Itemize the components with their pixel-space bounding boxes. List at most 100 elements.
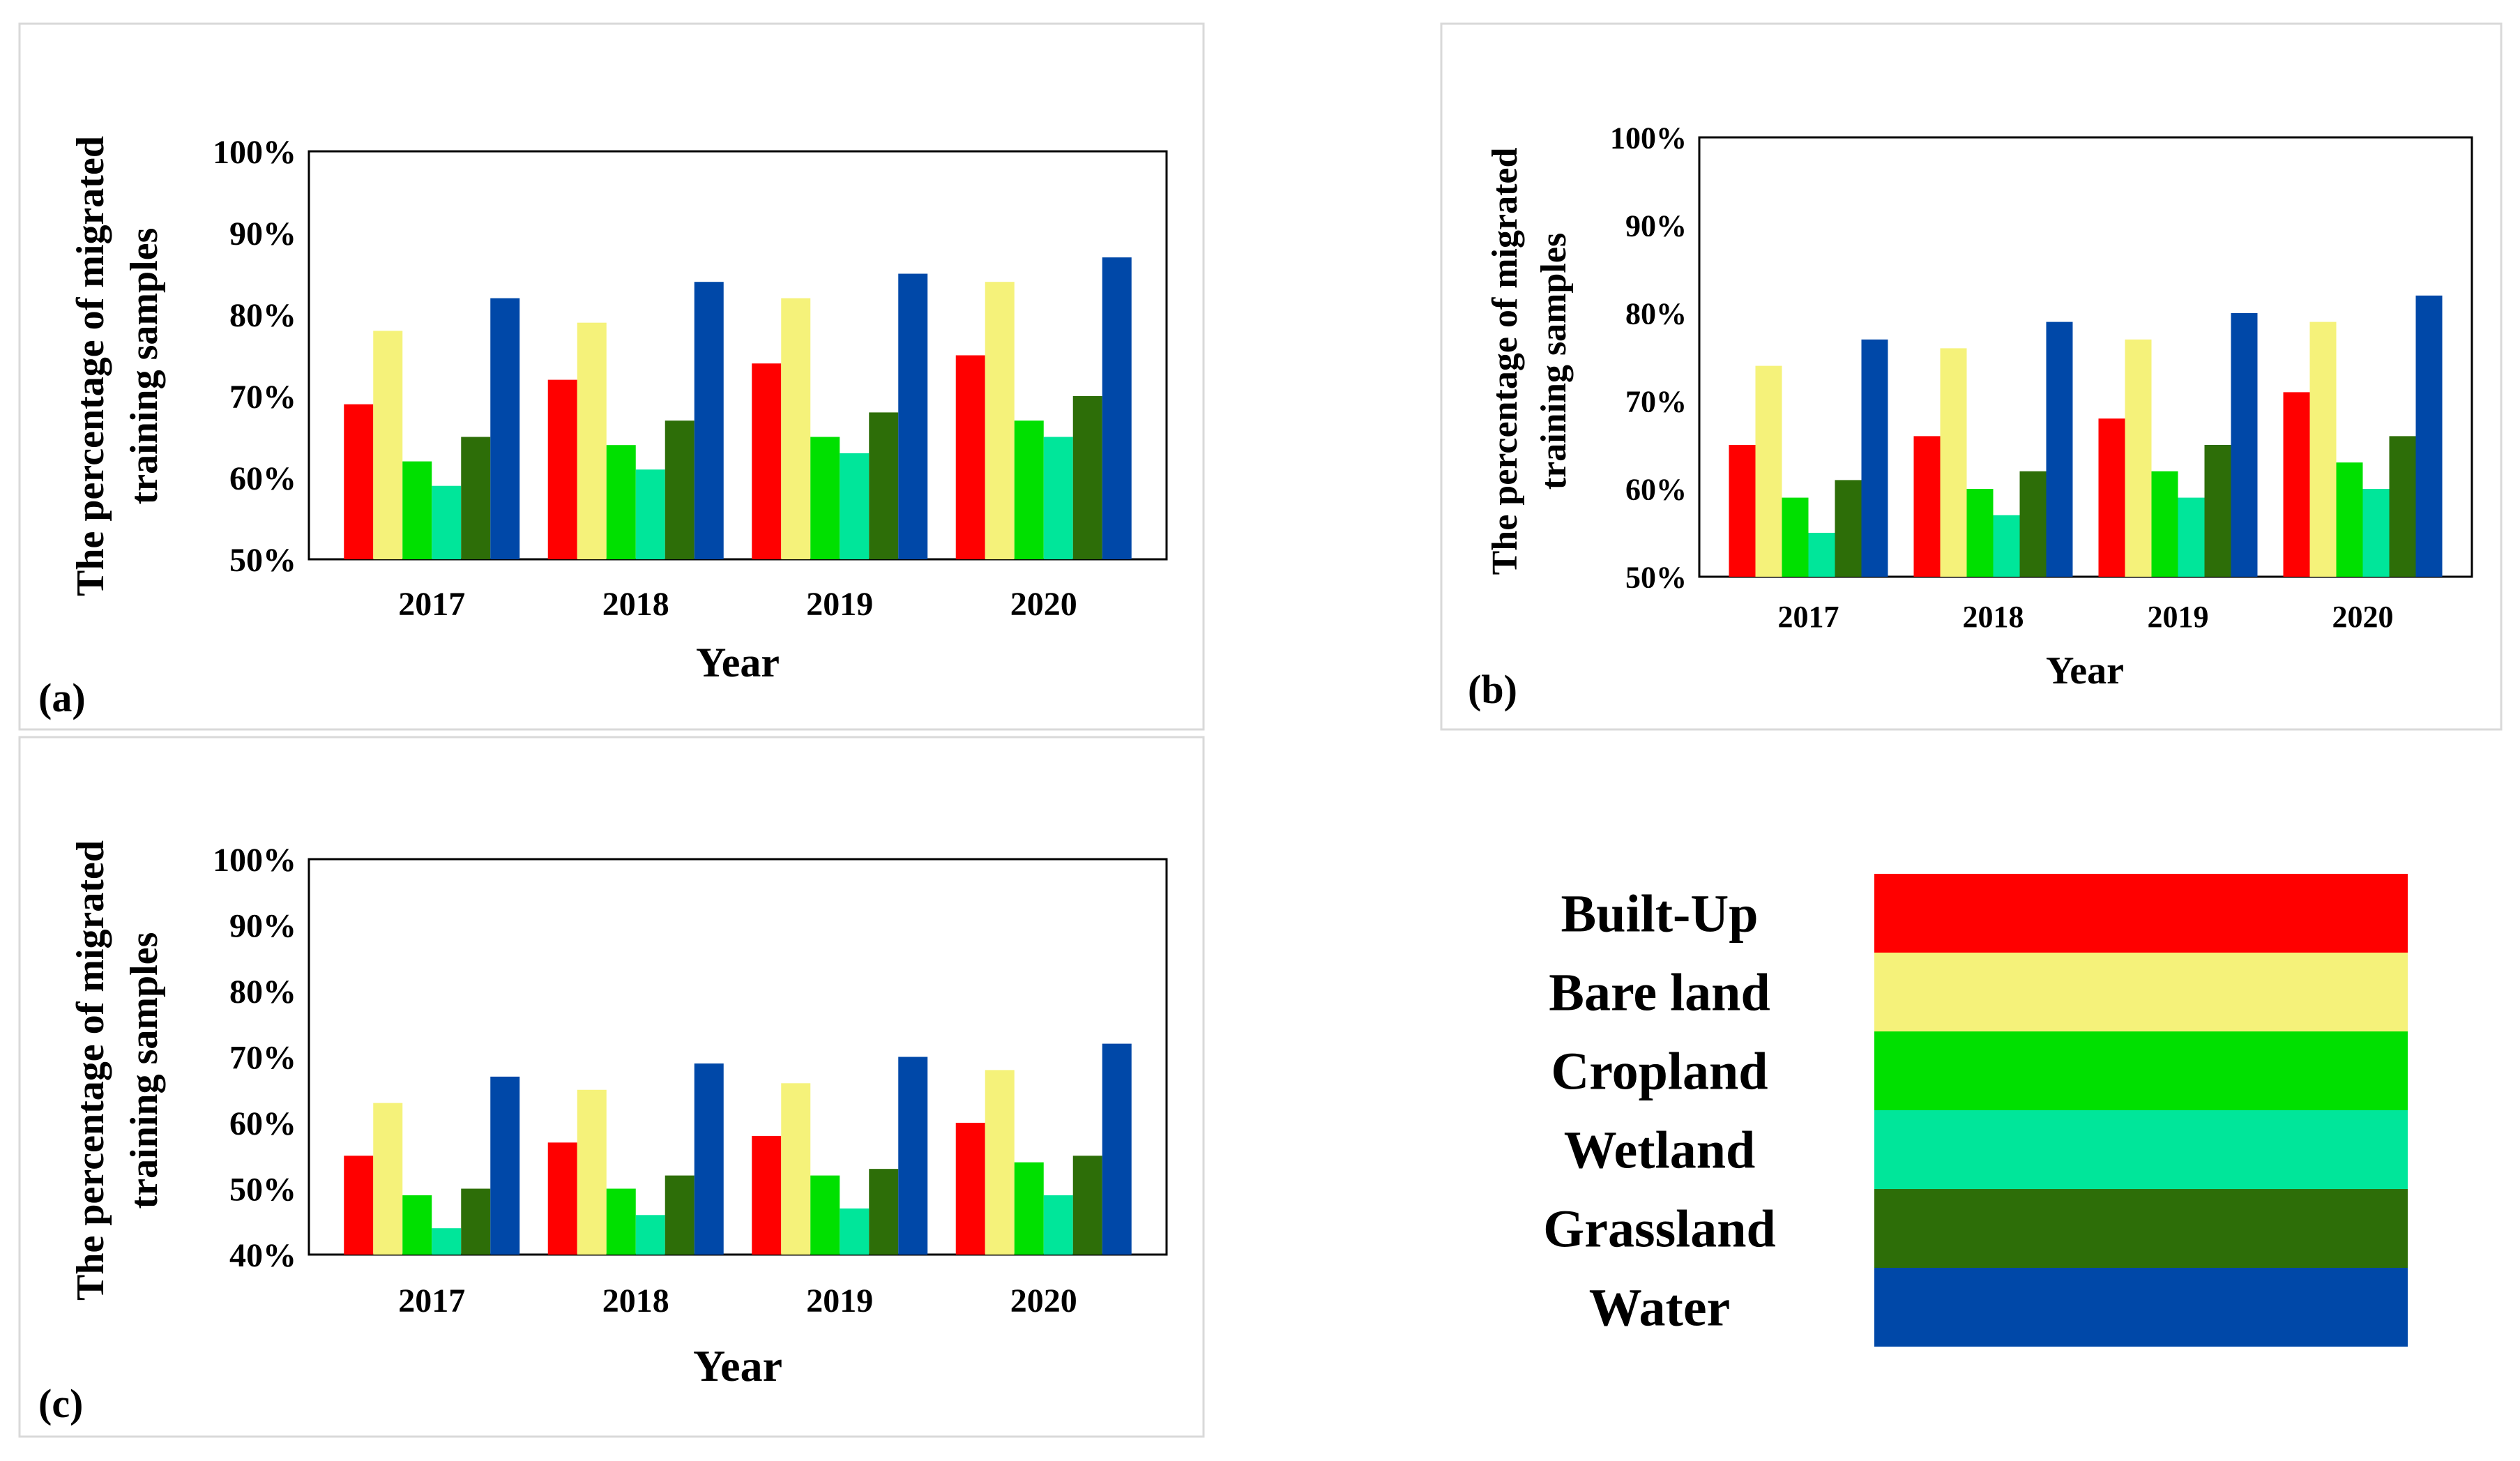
bar-wetland-2017 <box>432 485 462 559</box>
bar-grassland-2020 <box>2389 436 2416 577</box>
bar-grassland-2017 <box>461 437 491 559</box>
bar-bare-land-2017 <box>1755 365 1782 577</box>
plot-c-frame <box>308 858 1168 1256</box>
bar-bare-land-2020 <box>2309 321 2337 577</box>
bar-cropland-2018 <box>1966 489 1994 577</box>
panel-a: 50% 60% 70% 80% 90% 100% 2017 2018 2019 2020 Yea… <box>18 22 1205 731</box>
y-tick-label: 60% <box>229 1105 296 1142</box>
bar-built-up-2018 <box>547 1142 577 1255</box>
plot-c-yticks: 40% 50% 60% 70% 80% 90% 100% <box>213 842 296 1274</box>
plot-a-ylabel-line1: The percentage of migrated <box>69 136 112 596</box>
plot-b-xlabel: Year <box>2046 649 2124 692</box>
bar-bare-land-2017 <box>373 331 403 559</box>
plot-b-xticks: 2017 2018 2019 2020 <box>1778 600 2394 634</box>
legend: Built-Up Bare land Cropland Wetland Grasslan… <box>1543 874 2408 1347</box>
legend-swatch-cropland <box>1874 1031 2408 1110</box>
bar-built-up-2017 <box>344 1156 374 1255</box>
plot-c-bars <box>344 1043 1132 1255</box>
bar-cropland-2019 <box>810 1175 840 1255</box>
bar-wetland-2018 <box>635 1215 665 1255</box>
bar-built-up-2020 <box>955 1123 985 1255</box>
bar-wetland-2020 <box>1043 437 1073 559</box>
bar-grassland-2018 <box>665 421 694 559</box>
x-tick-label: 2017 <box>1778 600 1839 634</box>
panel-b: 50% 60% 70% 80% 90% 100% 2017 2018 2019 2020 Yea… <box>1440 22 2503 731</box>
bar-water-2018 <box>694 282 724 559</box>
x-tick-label: 2018 <box>602 1282 669 1319</box>
x-tick-label: 2017 <box>398 1282 465 1319</box>
bar-water-2019 <box>898 1057 928 1255</box>
bar-bare-land-2018 <box>577 322 607 559</box>
legend-swatch-bare-land <box>1874 953 2408 1031</box>
bar-water-2020 <box>1102 257 1132 559</box>
bar-water-2018 <box>2046 321 2073 577</box>
bar-wetland-2018 <box>635 469 665 559</box>
bar-built-up-2017 <box>1729 445 1756 577</box>
bar-built-up-2018 <box>1913 436 1941 577</box>
panel-b-label: (b) <box>1468 667 1517 712</box>
bar-wetland-2018 <box>1993 515 2020 577</box>
bar-wetland-2019 <box>840 453 870 559</box>
y-tick-label: 40% <box>229 1237 296 1274</box>
y-tick-label: 70% <box>1625 384 1687 418</box>
bar-wetland-2020 <box>2362 489 2390 577</box>
panel-a-border <box>18 22 1205 731</box>
y-tick-label: 50% <box>229 542 296 579</box>
legend-label: Built-Up <box>1561 885 1759 944</box>
bar-wetland-2019 <box>840 1208 870 1255</box>
bar-grassland-2020 <box>1072 1156 1102 1255</box>
bar-wetland-2020 <box>1043 1195 1073 1255</box>
panel-c: 40%50%60%70%80%90%100% 2017 2018 2019 2020 … <box>18 736 1205 1438</box>
y-tick-label: 60% <box>1625 472 1687 506</box>
plot-a-frame <box>308 150 1168 561</box>
plot-b-frame <box>1698 136 2473 578</box>
legend-label: Bare land <box>1549 964 1770 1022</box>
bar-water-2019 <box>2231 313 2258 577</box>
plot-b-bars <box>1729 295 2443 577</box>
y-tick-label: 70% <box>229 1039 296 1076</box>
bar-cropland-2020 <box>1014 421 1044 559</box>
plot-a-ylabel-line2: training samples <box>123 228 166 505</box>
bar-built-up-2019 <box>752 1135 782 1255</box>
bar-built-up-2017 <box>344 404 374 559</box>
x-tick-label: 2018 <box>1963 600 2024 634</box>
y-tick-label: 90% <box>1625 209 1687 243</box>
bar-cropland-2018 <box>606 1188 636 1255</box>
plot-a-bars <box>344 257 1132 559</box>
legend-label: Grassland <box>1543 1200 1776 1259</box>
bar-cropland-2017 <box>402 461 432 559</box>
x-tick-label: 2019 <box>806 586 873 623</box>
bar-built-up-2018 <box>547 379 577 559</box>
legend-swatch-water <box>1874 1268 2408 1347</box>
bar-wetland-2017 <box>1808 533 1835 577</box>
legend-label: Cropland <box>1551 1043 1768 1101</box>
bar-cropland-2018 <box>606 445 636 559</box>
bar-grassland-2020 <box>1072 396 1102 559</box>
y-tick-label: 50% <box>229 1171 296 1208</box>
bar-cropland-2020 <box>2336 462 2363 577</box>
bar-water-2017 <box>490 1076 520 1255</box>
panel-c-border <box>18 736 1205 1438</box>
plot-b-ylabel-line1: The percentage of migrated <box>1485 148 1525 575</box>
y-tick-label: 100% <box>213 842 296 879</box>
x-tick-label: 2020 <box>1010 586 1077 623</box>
x-tick-label: 2020 <box>1010 1282 1077 1319</box>
plot-b-yticks: 50% 60% 70% 80% 90% 100% <box>1610 121 1687 594</box>
y-tick-label: 50% <box>1625 560 1687 594</box>
bar-cropland-2017 <box>402 1195 432 1255</box>
bar-built-up-2019 <box>752 363 782 559</box>
bar-wetland-2019 <box>2178 497 2205 577</box>
plot-a-xlabel: Year <box>696 639 780 686</box>
bar-wetland-2017 <box>432 1228 462 1255</box>
y-tick-label: 90% <box>229 907 296 944</box>
legend-swatch-grassland <box>1874 1189 2408 1268</box>
y-tick-label: 80% <box>229 974 296 1010</box>
plot-b-ylabel-line2: training samples <box>1534 233 1574 490</box>
x-tick-label: 2018 <box>602 586 669 623</box>
plot-c-xticks: 2017 2018 2019 2020 <box>398 1282 1077 1319</box>
bar-water-2017 <box>490 298 520 559</box>
plot-a-yticks: 50% 60% 70% 80% 90% 100% <box>213 134 296 579</box>
x-tick-label: 2019 <box>2148 600 2209 634</box>
bar-water-2020 <box>2415 295 2443 577</box>
bar-cropland-2020 <box>1014 1162 1044 1255</box>
